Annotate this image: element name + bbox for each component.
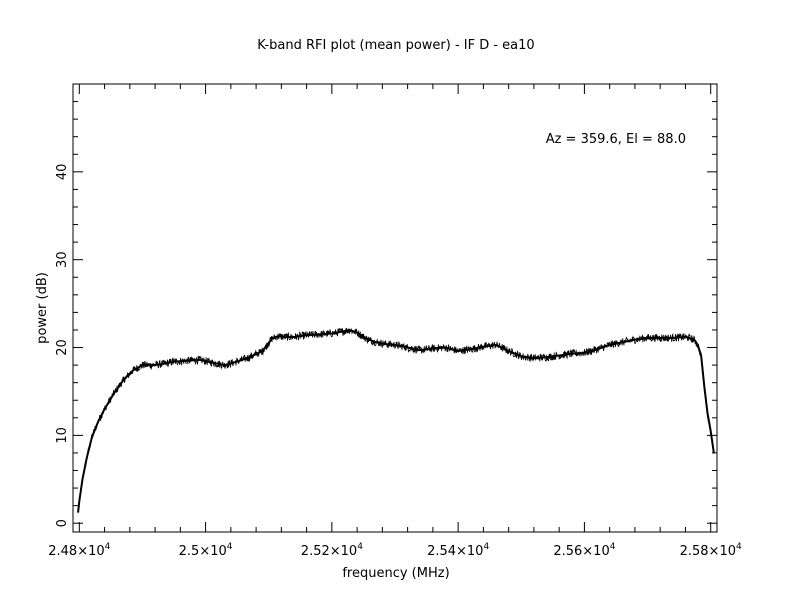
y-tick-label: 20 [55,339,70,356]
az-el-annotation: Az = 359.6, El = 88.0 [546,132,686,147]
x-tick-label: 2.52×104 [301,542,363,559]
y-tick-labels: 0 10 20 30 40 [55,164,70,528]
x-tick-label: 2.56×104 [553,542,615,559]
series-noise [77,327,714,512]
y-tick-label: 0 [55,519,70,527]
series-line [77,328,715,513]
y-tick-label: 30 [55,251,70,268]
x-tick-label: 2.5×104 [179,542,233,559]
y-tick-label: 40 [55,164,70,181]
x-tick-label: 2.58×104 [680,542,742,559]
x-axis-label: frequency (MHz) [342,566,449,581]
chart-title: K-band RFI plot (mean power) - IF D - ea… [257,38,534,53]
axis-ticks [73,83,717,532]
plot-frame [72,83,718,533]
series-layer [77,327,715,513]
x-tick-label: 2.48×104 [48,542,110,559]
y-tick-label: 10 [55,427,70,444]
x-tick-labels: 2.48×104 2.5×104 2.52×104 2.54×104 2.56×104 2… [48,542,742,559]
x-tick-label: 2.54×104 [427,542,489,559]
y-axis-label: power (dB) [35,272,50,344]
